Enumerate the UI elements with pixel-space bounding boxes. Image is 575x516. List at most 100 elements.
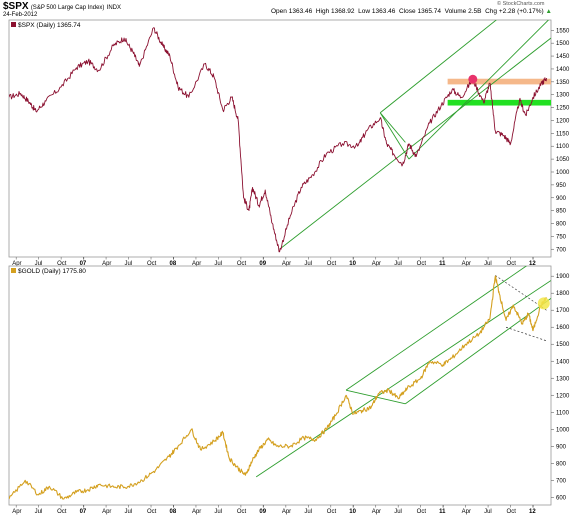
y-tick-label: 1200 bbox=[556, 118, 570, 124]
y-tick-label: 700 bbox=[556, 247, 567, 253]
y-tick-label: 1150 bbox=[556, 131, 570, 137]
y-tick-label: 1100 bbox=[556, 410, 570, 416]
y-tick-label: 900 bbox=[556, 196, 567, 202]
y-tick-label: 600 bbox=[556, 495, 567, 501]
series-line bbox=[9, 275, 548, 500]
y-tick-label: 1100 bbox=[556, 144, 570, 150]
x-tick-label: Oct bbox=[507, 509, 517, 515]
plot-area bbox=[9, 20, 551, 253]
x-tick-label: Oct bbox=[147, 509, 157, 515]
high-value: 1368.92 bbox=[331, 8, 355, 15]
x-tick-label: Jul bbox=[484, 509, 492, 515]
volume-label: Volume bbox=[444, 8, 467, 15]
chg-arrow-icon: ▲ bbox=[545, 8, 552, 15]
channel-upper-line bbox=[379, 20, 497, 114]
legend-label: $GOLD (Daily) 1775.80 bbox=[18, 268, 86, 275]
y-tick-label: 700 bbox=[556, 478, 567, 484]
channel-mid-line bbox=[408, 20, 550, 160]
x-tick-label: Oct bbox=[237, 261, 247, 267]
x-tick-label: Oct bbox=[147, 261, 157, 267]
legend: $SPX (Daily) 1365.74 bbox=[11, 22, 81, 29]
x-tick-label: Jul bbox=[35, 509, 43, 515]
y-tick-label: 1800 bbox=[556, 291, 570, 297]
dashed-bottom-line bbox=[505, 326, 547, 342]
y-tick-label: 1500 bbox=[556, 41, 570, 47]
x-tick-label: Oct bbox=[327, 509, 337, 515]
highlight-marker bbox=[468, 74, 478, 84]
x-tick-label: 07 bbox=[80, 509, 87, 515]
spx-panel: 700 750 800 850 900 950 1000 1050 1100 1150 1200 12… bbox=[8, 19, 570, 267]
x-tick-label: Jul bbox=[125, 509, 133, 515]
y-tick-label: 950 bbox=[556, 183, 567, 189]
plot-frame bbox=[8, 19, 552, 258]
open-value: 1363.46 bbox=[288, 8, 313, 15]
x-tick-label: Oct bbox=[417, 261, 427, 267]
legend-swatch bbox=[11, 268, 16, 273]
symbol: $SPX bbox=[3, 1, 29, 12]
exchange: INDX bbox=[106, 5, 121, 11]
y-tick-label: 1250 bbox=[556, 106, 570, 112]
channel-lower-line bbox=[279, 37, 551, 250]
x-tick-label: 07 bbox=[80, 261, 87, 267]
legend-label: $SPX (Daily) 1365.74 bbox=[18, 22, 81, 29]
channel-upper-line bbox=[345, 266, 528, 391]
gold-highlight-marker bbox=[537, 297, 550, 310]
y-tick-label: 1350 bbox=[556, 80, 570, 86]
x-tick-label: 09 bbox=[259, 509, 266, 515]
x-tick-label: 09 bbox=[259, 261, 266, 267]
y-tick-label: 1550 bbox=[556, 28, 570, 34]
x-tick-label: 11 bbox=[439, 509, 446, 515]
wedge-1-line bbox=[379, 112, 410, 160]
y-tick-label: 1300 bbox=[556, 93, 570, 99]
open-label: Open bbox=[271, 8, 287, 15]
y-tick-label: 750 bbox=[556, 234, 567, 240]
plot-area bbox=[9, 266, 551, 500]
volume-value: 2.5B bbox=[468, 8, 482, 15]
symbol-name: (S&P 500 Large Cap Index) bbox=[30, 5, 105, 11]
x-tick-label: Oct bbox=[417, 509, 427, 515]
x-tick-label: 08 bbox=[169, 509, 176, 515]
wedge-2-line bbox=[379, 112, 406, 143]
close-label: Close bbox=[399, 8, 416, 15]
y-tick-label: 1450 bbox=[556, 54, 570, 60]
x-tick-label: Oct bbox=[507, 261, 517, 267]
x-tick-label: 11 bbox=[439, 261, 446, 267]
y-tick-label: 1000 bbox=[556, 170, 570, 176]
x-tick-label: Oct bbox=[57, 509, 67, 515]
x-tick-label: Jul bbox=[304, 509, 312, 515]
y-tick-label: 1000 bbox=[556, 427, 570, 433]
x-tick-label: Oct bbox=[57, 261, 67, 267]
y-tick-label: 800 bbox=[556, 461, 567, 467]
legend-swatch bbox=[11, 22, 16, 27]
x-tick-label: Apr bbox=[12, 261, 21, 267]
watermark: © StockCharts.com bbox=[497, 1, 545, 7]
x-tick-label: Jul bbox=[214, 509, 222, 515]
series-line bbox=[9, 27, 547, 253]
high-label: High bbox=[315, 8, 330, 15]
close-value: 1365.74 bbox=[417, 8, 441, 15]
ohlc-readout: Open 1363.46 High 1368.92 Low 1363.46 Cl… bbox=[271, 8, 552, 15]
low-value: 1363.46 bbox=[371, 8, 396, 15]
x-tick-label: 08 bbox=[169, 261, 176, 267]
x-tick-label: Apr bbox=[192, 509, 201, 515]
y-tick-label: 1700 bbox=[556, 308, 570, 314]
x-tick-label: Jul bbox=[304, 261, 312, 267]
channel-lower-line bbox=[255, 280, 551, 478]
channel-mid-line bbox=[405, 297, 551, 405]
x-tick-label: Jul bbox=[394, 261, 402, 267]
x-tick-label: Jul bbox=[394, 509, 402, 515]
x-tick-label: Jul bbox=[214, 261, 222, 267]
x-tick-label: Jul bbox=[484, 261, 492, 267]
support-band bbox=[447, 99, 551, 106]
x-tick-label: Oct bbox=[237, 509, 247, 515]
chg-value: +2.28 (+0.17%) bbox=[498, 8, 544, 15]
y-tick-label: 1900 bbox=[556, 274, 570, 280]
x-tick-label: Apr bbox=[282, 261, 291, 267]
plot-frame bbox=[8, 265, 552, 506]
low-label: Low bbox=[358, 8, 371, 15]
x-tick-label: Apr bbox=[12, 509, 21, 515]
x-tick-label: Apr bbox=[462, 261, 471, 267]
x-tick-label: 12 bbox=[529, 509, 536, 515]
x-tick-label: Oct bbox=[327, 261, 337, 267]
